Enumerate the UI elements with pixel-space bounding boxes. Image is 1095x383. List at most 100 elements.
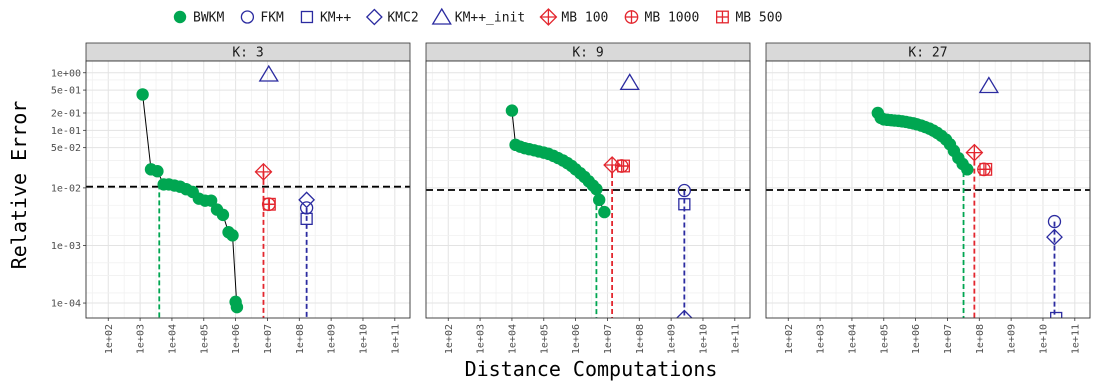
fkm-point [677,183,691,198]
km-point [678,198,691,211]
facet-strip-label: K: 27 [908,46,947,61]
legend: BWKM FKM KM++ KMC2 KM++_init MB 100 MB 1000 MB … [173,7,782,26]
legend-key-km-init [431,7,452,25]
x-tick-label: 1e+04 [507,324,518,354]
gridlines [766,61,1090,318]
legend-label-bwkm: BWKM [193,11,224,26]
legend-key-km [300,10,314,24]
kmc2-point [298,191,316,209]
panels: K: 3 1e-04 1e-03 1e-02 5e-02 1e-01 2e-01 5e-01 1… [51,42,1091,354]
legend-label-mb-1000: MB 1000 [645,11,700,26]
x-tick-label: 1e+06 [231,324,242,354]
legend-item-bwkm: BWKM [173,10,224,26]
x-tick-label: 1e+08 [635,324,646,354]
bwkm-point [590,182,603,196]
legend-item-mb-100: MB 100 [539,8,608,26]
x-tick-label: 1e+10 [1038,324,1049,354]
x-tick-label: 1e+07 [263,324,274,354]
panel-border [85,60,411,319]
panel-k-3: K: 3 1e-04 1e-03 1e-02 5e-02 1e-01 2e-01 5e-01 1… [51,42,411,354]
bwkm-point [226,229,239,242]
bwkm-point [592,193,606,207]
x-axis-title: Distance Computations [465,357,718,381]
legend-key-mb-1000 [624,10,639,24]
x-tick-label: 1e+09 [667,324,678,354]
x-tick-label: 1e+05 [539,324,550,354]
bwkm-point [136,88,149,101]
x-tick-label: 1e+08 [975,324,986,354]
x-tick-label: 1e+07 [943,324,954,354]
legend-key-kmc2 [365,8,383,26]
y-tick-label: 1e+00 [51,68,81,79]
bwkm-point [204,194,218,207]
legend-item-kmc2: KMC2 [365,8,419,26]
bwkm-point [229,295,242,309]
legend-label-km-init: KM++_init [455,11,525,26]
facet-strip-label: K: 9 [572,46,603,61]
y-axis-title: Relative Error [7,101,31,270]
legend-item-fkm: FKM [240,10,284,26]
mb-100-point [965,143,984,162]
y-tick-label: 1e-01 [51,126,81,137]
x-tick-label: 1e+02 [104,324,115,354]
x-tick-label: 1e+09 [1007,324,1018,354]
panel-k-9: K: 9 1e+02 1e+03 1e+04 1e+05 1e+06 1e+07 1e+08 1… [425,42,751,354]
x-tick-label: 1e+10 [698,324,709,354]
y-tick-label: 2e-01 [51,108,81,119]
y-tick-label: 1e-02 [51,183,81,194]
x-tick-label: 1e+07 [603,324,614,354]
kmc2-point [675,309,693,318]
legend-item-mb-1000: MB 1000 [624,10,700,26]
legend-key-mb-500 [716,10,729,24]
data-layer [766,76,1090,318]
x-tick-label: 1e+03 [136,324,147,354]
x-tick-label: 1e+11 [730,324,741,354]
x-tick-label: 1e+05 [879,324,890,354]
km-init-point [258,64,279,82]
y-tick-label: 1e-03 [51,241,81,252]
bwkm-point [961,163,974,176]
panel-k-27: K: 27 1e+02 1e+03 1e+04 1e+05 1e+06 1e+07 1e+08… [765,42,1091,354]
legend-label-mb-500: MB 500 [735,11,782,26]
bwkm-point [216,208,230,222]
legend-item-km: KM++ [300,10,351,26]
fkm-point [1047,214,1062,229]
bwkm-point [505,104,519,117]
legend-key-mb-100 [539,8,558,26]
km-init-point [619,73,640,91]
mb-500-point [617,159,630,173]
bwkm-point [151,165,164,178]
x-tick-label: 1e+02 [444,324,455,354]
legend-item-km-init: KM++_init [431,7,525,26]
y-tick-label: 1e-04 [51,299,81,310]
x-tick-label: 1e+03 [476,324,487,354]
mb-100-point [254,162,273,181]
x-tick-label: 1e+05 [199,324,210,354]
kmc2-point [1046,228,1063,246]
legend-key-bwkm [173,10,187,24]
x-tick-label: 1e+09 [327,324,338,354]
x-tick-label: 1e+03 [816,324,827,354]
plot-area [86,61,410,318]
data-layer [86,64,410,318]
panel-border [425,60,751,319]
x-tick-label: 1e+11 [390,324,401,354]
panel-border [765,60,1091,319]
mb-500-point [979,162,993,176]
legend-key-fkm [240,10,255,24]
km-init-point [978,76,1000,94]
x-tick-label: 1e+06 [571,324,582,354]
gridlines [86,61,410,318]
x-tick-label: 1e+08 [295,324,306,354]
legend-label-fkm: FKM [260,11,284,26]
x-tick-label: 1e+04 [167,324,178,354]
km-point [300,212,313,226]
legend-label-km: KM++ [320,11,351,26]
legend-label-kmc2: KMC2 [387,11,418,26]
x-tick-label: 1e+11 [1070,324,1081,354]
x-tick-label: 1e+02 [784,324,795,354]
mb-500-point [262,197,276,211]
km-point [1050,311,1063,318]
x-tick-label: 1e+04 [847,324,858,354]
